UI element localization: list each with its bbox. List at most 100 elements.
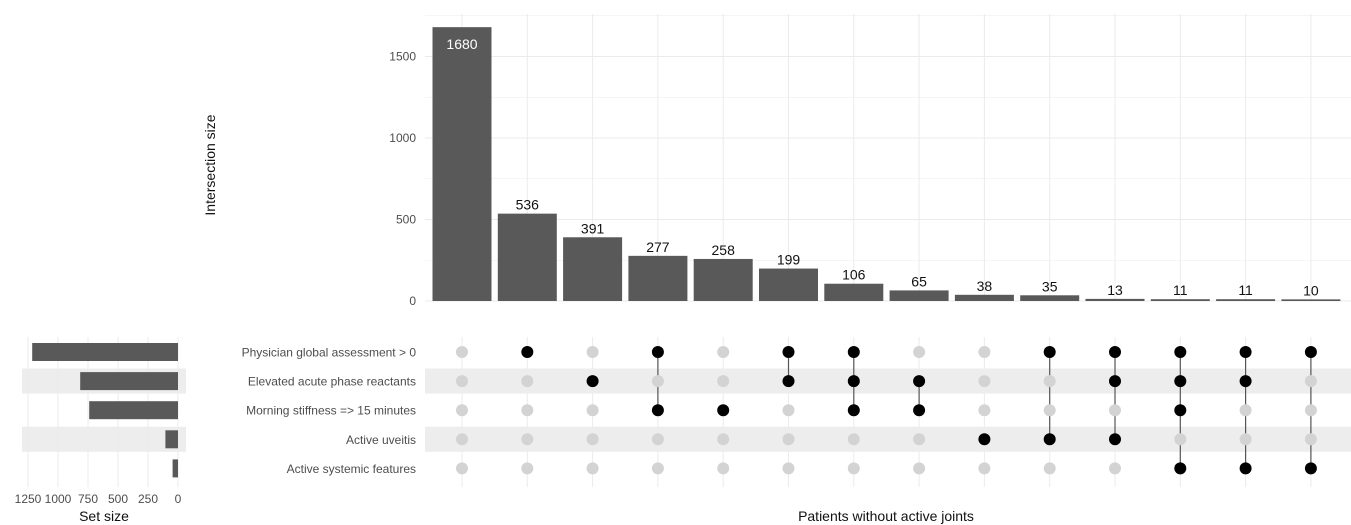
y-axis-title: Intersection size	[202, 114, 218, 215]
dot-nonmember	[456, 433, 468, 446]
matrix-row-stripe	[425, 368, 1351, 394]
matrix-stripes	[22, 368, 1351, 452]
intersection-bar	[1150, 299, 1210, 301]
y-tick-label: 500	[396, 213, 416, 227]
matrix-row-stripe	[425, 426, 1351, 452]
dot-member	[1304, 346, 1317, 358]
dot-member	[1043, 433, 1056, 446]
y-tick-label: 1000	[389, 131, 416, 145]
dot-member	[651, 404, 664, 417]
dot-nonmember	[651, 433, 664, 446]
intersection-bar	[1085, 298, 1145, 301]
bar-value-label: 277	[646, 239, 670, 255]
set-size-tick-label: 1250	[15, 492, 42, 506]
dot-member	[1174, 462, 1187, 475]
intersection-bar	[954, 294, 1014, 301]
dot-nonmember	[782, 404, 795, 417]
bar-value-label: 65	[911, 273, 927, 289]
intersection-bar	[563, 237, 623, 301]
intersection-bar	[497, 213, 557, 301]
dot-nonmember	[1043, 375, 1056, 388]
bar-value-label: 11	[1173, 282, 1188, 298]
dot-nonmember	[717, 346, 730, 358]
set-size-tick-label: 0	[175, 492, 182, 506]
dot-nonmember	[586, 346, 599, 358]
bar-value-label: 391	[581, 220, 605, 236]
dot-member	[782, 375, 795, 388]
membership-matrix: Physician global assessment > 0 Elevated …	[242, 346, 1317, 476]
dot-nonmember	[521, 375, 534, 388]
dot-nonmember	[1109, 462, 1121, 475]
intersection-bar	[693, 258, 753, 301]
set-size-title: Set size	[79, 508, 129, 524]
intersection-bar	[1216, 299, 1276, 301]
intersection-bar	[889, 290, 949, 301]
dot-member	[1174, 375, 1187, 388]
dot-nonmember	[521, 404, 534, 417]
dot-member	[1174, 404, 1187, 417]
bar-value-label: 106	[842, 267, 866, 283]
dot-nonmember	[913, 462, 926, 475]
dot-nonmember	[586, 404, 599, 417]
dot-nonmember	[1043, 404, 1056, 417]
bar-value-label: 35	[1042, 278, 1058, 294]
dot-member	[1109, 433, 1121, 446]
dot-nonmember	[913, 433, 926, 446]
dot-member	[1109, 346, 1121, 358]
set-size-bar	[172, 459, 178, 478]
setsize-row-stripe	[22, 426, 186, 452]
dot-nonmember	[456, 375, 468, 388]
set-size-bar	[165, 430, 178, 449]
dot-nonmember	[1304, 433, 1317, 446]
dot-nonmember	[1239, 404, 1252, 417]
set-size-bar	[32, 343, 179, 361]
dot-nonmember	[586, 433, 599, 446]
dot-nonmember	[521, 433, 534, 446]
dot-member	[651, 346, 664, 358]
bar-value-label: 199	[777, 252, 801, 268]
dot-member	[913, 404, 926, 417]
dot-member	[847, 404, 860, 417]
dot-member	[1239, 346, 1252, 358]
dot-nonmember	[782, 433, 795, 446]
set-size-tick-label: 1000	[45, 492, 72, 506]
dot-nonmember	[978, 404, 991, 417]
dot-nonmember	[1239, 433, 1252, 446]
intersection-bar	[824, 283, 884, 301]
dot-nonmember	[651, 462, 664, 475]
dot-nonmember	[1304, 404, 1317, 417]
dot-member	[1304, 462, 1317, 475]
bar-value-label: 258	[712, 242, 736, 258]
set-size-bar	[80, 372, 178, 391]
y-tick-label: 1500	[389, 50, 416, 64]
dot-member	[1239, 375, 1252, 388]
dot-nonmember	[1109, 404, 1121, 417]
bar-value-label: 11	[1238, 282, 1253, 298]
dot-nonmember	[651, 375, 664, 388]
dot-member	[1174, 346, 1187, 358]
dot-nonmember	[1043, 462, 1056, 475]
dot-nonmember	[717, 462, 730, 475]
dot-nonmember	[847, 433, 860, 446]
dot-member	[913, 375, 926, 388]
dot-member	[586, 375, 599, 388]
set-label: Elevated acute phase reactants	[248, 375, 416, 389]
dot-member	[1109, 375, 1121, 388]
dot-nonmember	[978, 346, 991, 358]
intersection-bar	[1281, 299, 1341, 301]
set-label: Physician global assessment > 0	[242, 346, 417, 360]
dot-member	[847, 346, 860, 358]
dot-nonmember	[717, 375, 730, 388]
intersection-bar	[628, 255, 688, 301]
intersection-bar	[759, 268, 818, 301]
dot-member	[782, 346, 795, 358]
y-tick-label: 0	[409, 294, 416, 308]
intersection-bar	[1020, 295, 1080, 301]
dot-nonmember	[978, 375, 991, 388]
bar-value-label: 536	[516, 197, 540, 213]
set-size-bars: 1250 1000 750 500 250 0	[15, 337, 182, 506]
dot-member	[717, 404, 730, 417]
set-label: Active systemic features	[287, 462, 416, 476]
axis-labels: Intersection size Patients without activ…	[79, 114, 974, 524]
